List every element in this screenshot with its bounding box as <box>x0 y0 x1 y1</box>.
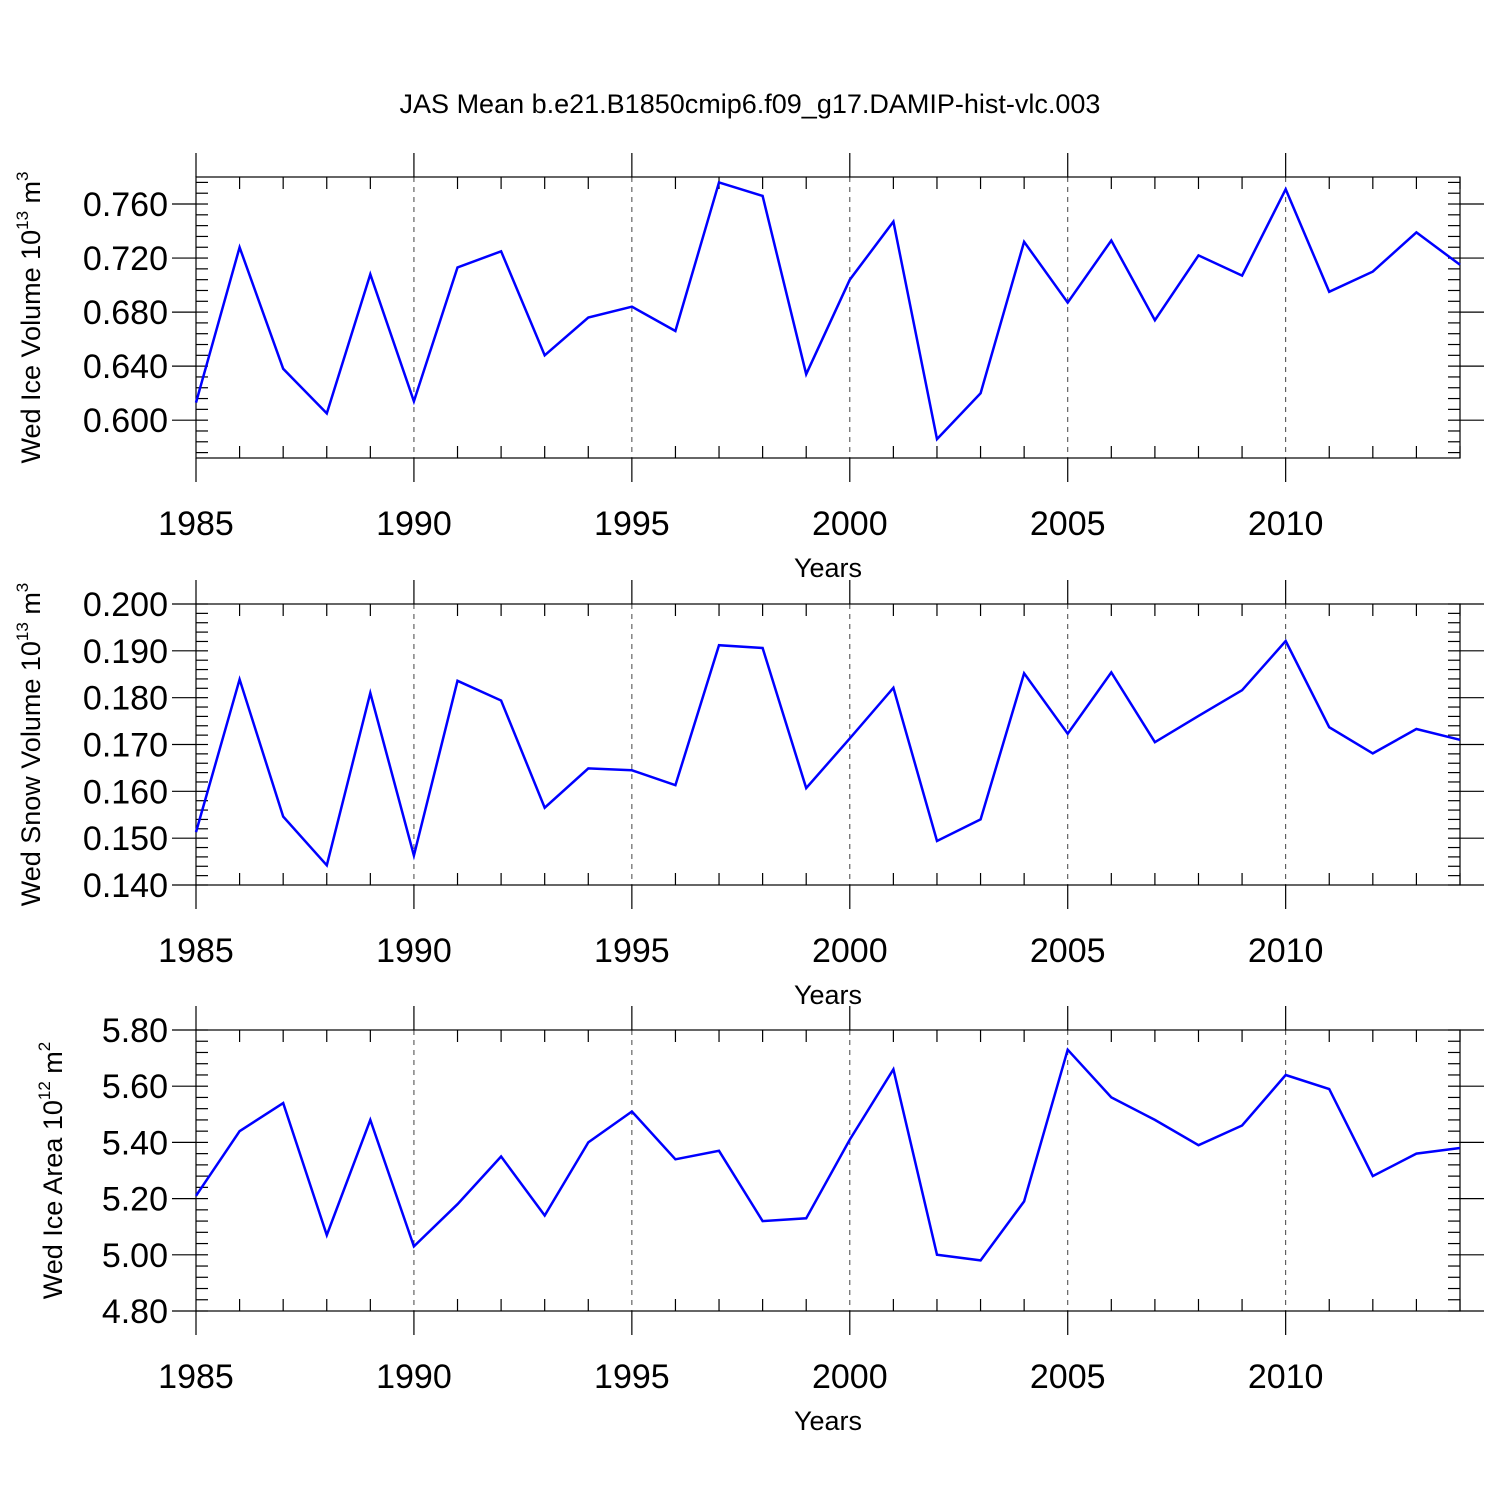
panel-ice-area: 4.80 5.00 5.20 5.40 5.60 5.80 1985 1990 1995 2000… <box>35 1006 1484 1436</box>
panels: 0.600 0.640 0.680 0.720 0.760 1985 1990 1995 200… <box>13 153 1484 1436</box>
panel-ice-volume: 0.600 0.640 0.680 0.720 0.760 1985 1990 1995 200… <box>13 153 1484 583</box>
y-axis-label-superscript: 3 <box>13 171 32 180</box>
y-tick-label: 5.20 <box>102 1181 168 1219</box>
y-axis-label-text: Wed Ice Volume 10 <box>16 230 46 464</box>
x-tick-label: 2010 <box>1248 932 1324 970</box>
x-tick-label: 1995 <box>594 932 670 970</box>
x-tick-label: 2005 <box>1030 505 1106 543</box>
y-axis-label-superscript: 13 <box>13 211 32 230</box>
y-tick-label: 0.600 <box>83 402 168 440</box>
y-tick-label: 0.760 <box>83 186 168 224</box>
y-tick-label: 5.80 <box>102 1012 168 1050</box>
y-tick-label: 5.60 <box>102 1068 168 1106</box>
y-tick-label: 0.150 <box>83 820 168 858</box>
x-tick-label: 2000 <box>812 1358 888 1396</box>
y-tick-label: 0.140 <box>83 867 168 905</box>
panel-snow-volume: 0.140 0.150 0.160 0.170 0.180 0.190 0.200 1985 1… <box>13 580 1484 1010</box>
x-tick-label: 2000 <box>812 505 888 543</box>
plot-frame <box>195 603 1461 886</box>
x-tick-label: 2000 <box>812 932 888 970</box>
y-tick-label: 0.160 <box>83 773 168 811</box>
x-tick-label: 2010 <box>1248 505 1324 543</box>
y-axis-label-superscript: 2 <box>35 1042 54 1051</box>
x-tick-label: 1985 <box>158 505 234 543</box>
y-tick-label: 0.190 <box>83 633 168 671</box>
x-tick-label: 2005 <box>1030 932 1106 970</box>
y-tick-label: 5.00 <box>102 1237 168 1275</box>
chart-title: JAS Mean b.e21.B1850cmip6.f09_g17.DAMIP-… <box>400 89 1101 119</box>
x-tick-label: 1990 <box>376 505 452 543</box>
y-tick-label: 0.170 <box>83 727 168 765</box>
x-tick-label: 1985 <box>158 1358 234 1396</box>
y-tick-label: 0.180 <box>83 680 168 718</box>
x-tick-label: 1995 <box>594 505 670 543</box>
plot-frame <box>195 1029 1461 1312</box>
y-axis-label-superscript: 3 <box>13 583 32 592</box>
y-tick-label: 0.720 <box>83 240 168 278</box>
y-axis-label-text: m <box>38 1051 68 1081</box>
x-axis-label: Years <box>794 980 862 1010</box>
x-axis-label: Years <box>794 1406 862 1436</box>
x-tick-label: 1990 <box>376 932 452 970</box>
y-axis-label-superscript: 13 <box>13 622 32 641</box>
series-line-ice-area <box>194 1047 1461 1262</box>
y-axis-label: Wed Ice Volume 1013 m3 <box>13 171 46 463</box>
series-line-ice-volume <box>194 180 1461 442</box>
y-tick-label: 0.680 <box>83 294 168 332</box>
y-axis-label: Wed Snow Volume 1013 m3 <box>13 583 46 907</box>
y-axis-label-text: Wed Ice Area 10 <box>38 1100 68 1299</box>
y-axis-label-text: m <box>16 181 46 211</box>
y-tick-label: 0.640 <box>83 348 168 386</box>
x-tick-label: 1985 <box>158 932 234 970</box>
series-line-snow-volume <box>194 638 1461 868</box>
x-axis-label: Years <box>794 553 862 583</box>
x-tick-label: 1990 <box>376 1358 452 1396</box>
x-tick-label: 1995 <box>594 1358 670 1396</box>
y-axis-label-text: Wed Snow Volume 10 <box>16 641 46 906</box>
plot-frame <box>195 176 1461 459</box>
y-axis-label-superscript: 12 <box>35 1081 54 1100</box>
y-axis-label-text: m <box>16 592 46 622</box>
y-tick-label: 0.200 <box>83 586 168 624</box>
y-tick-label: 4.80 <box>102 1293 168 1331</box>
y-axis-label: Wed Ice Area 1012 m2 <box>35 1042 68 1300</box>
x-tick-label: 2010 <box>1248 1358 1324 1396</box>
y-tick-label: 5.40 <box>102 1124 168 1162</box>
x-tick-label: 2005 <box>1030 1358 1106 1396</box>
